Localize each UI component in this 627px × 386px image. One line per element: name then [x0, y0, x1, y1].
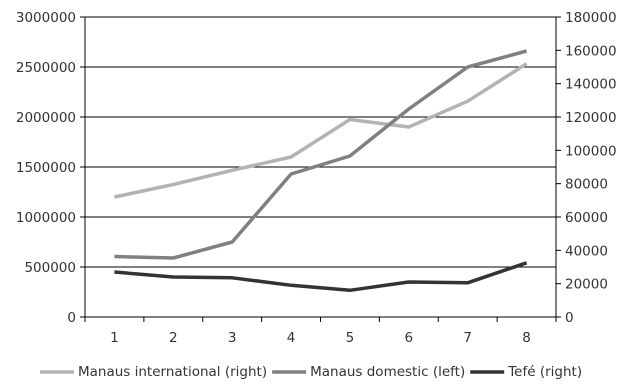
tick-labels: 0500000100000015000002000000250000030000… [16, 10, 617, 346]
y-left-tick-label: 500000 [24, 260, 76, 276]
y-left-tick-label: 2000000 [16, 110, 76, 126]
series-line-1 [114, 49, 528, 260]
y-left-tick-label: 3000000 [16, 10, 76, 26]
y-right-tick-label: 80000 [565, 177, 608, 193]
x-tick-label: 8 [522, 330, 531, 346]
series-line-0 [114, 62, 528, 199]
x-tick-label: 5 [346, 330, 355, 346]
x-tick-label: 2 [169, 330, 178, 346]
y-left-tick-label: 1500000 [16, 160, 76, 176]
x-tick-label: 7 [463, 330, 472, 346]
y-right-tick-label: 0 [565, 310, 574, 326]
legend-label: Tefé (right) [507, 364, 582, 380]
y-right-tick-label: 140000 [565, 77, 617, 93]
x-tick-label: 4 [287, 330, 296, 346]
y-left-tick-label: 2500000 [16, 60, 76, 76]
y-right-tick-label: 40000 [565, 243, 608, 259]
x-tick-label: 6 [405, 330, 414, 346]
legend-label: Manaus international (right) [78, 364, 267, 380]
y-right-tick-label: 120000 [565, 110, 617, 126]
legend: Manaus international (right) Manaus domes… [40, 364, 582, 380]
series-line-2 [114, 261, 528, 293]
y-left-tick-label: 1000000 [16, 210, 76, 226]
legend-label: Manaus domestic (left) [310, 364, 465, 380]
series-lines [114, 49, 528, 293]
y-right-tick-label: 20000 [565, 277, 608, 293]
gridlines [85, 16, 556, 318]
y-right-tick-label: 180000 [565, 10, 617, 26]
y-right-tick-label: 100000 [565, 143, 617, 159]
y-right-tick-label: 160000 [565, 43, 617, 59]
x-tick-label: 3 [228, 330, 237, 346]
axes [80, 16, 561, 322]
x-tick-label: 1 [110, 330, 119, 346]
y-left-tick-label: 0 [67, 310, 76, 326]
y-right-tick-label: 60000 [565, 210, 608, 226]
